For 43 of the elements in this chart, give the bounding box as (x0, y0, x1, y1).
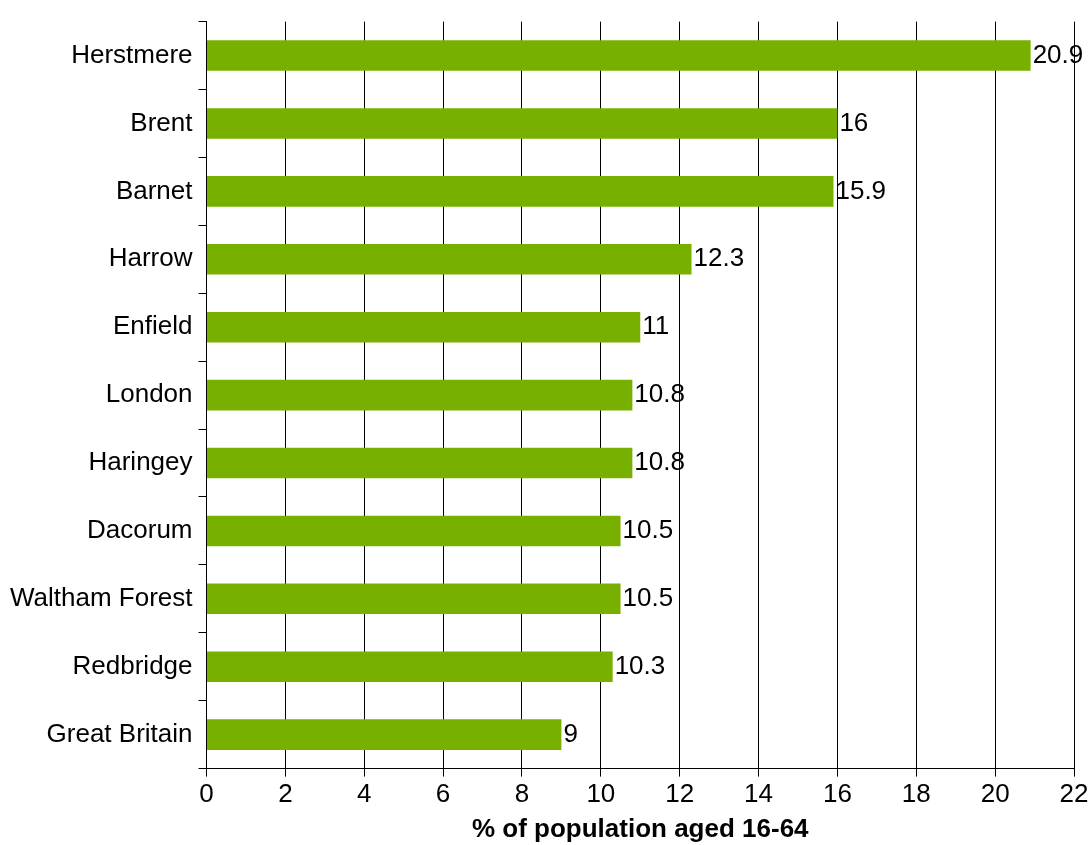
x-tick-label: 20 (980, 778, 1010, 809)
y-tick-label: Haringey (88, 446, 193, 477)
bar (207, 719, 562, 750)
bar (207, 108, 838, 139)
x-tick-label: 12 (665, 778, 695, 809)
bar (207, 583, 621, 615)
y-tick-label: London (105, 378, 193, 409)
x-tick-label: 14 (744, 778, 774, 809)
bar (207, 244, 692, 275)
bar (207, 651, 613, 683)
x-tick-label: 6 (435, 778, 451, 809)
bar (207, 379, 633, 411)
x-tick-label: 18 (901, 778, 931, 809)
x-tick-label: 8 (514, 778, 530, 809)
data-label: 12.3 (693, 242, 745, 273)
x-tick-label: 10 (586, 778, 616, 809)
data-label: 15.9 (835, 174, 887, 205)
x-tick-label: 2 (278, 778, 293, 809)
bar (207, 311, 641, 343)
y-tick-label: Great Britain (46, 717, 193, 748)
x-tick-label: 22 (1059, 778, 1089, 809)
data-label: 10.5 (622, 582, 674, 612)
x-tick-label: 16 (822, 778, 852, 809)
x-axis-title: % of population aged 16-64 (471, 812, 810, 843)
data-label: 11 (642, 310, 670, 341)
bar (207, 176, 834, 207)
bar (207, 515, 621, 547)
y-tick-label: Herstmere (71, 38, 193, 69)
y-tick-label: Waltham Forest (9, 582, 194, 612)
y-tick-label: Harrow (108, 242, 193, 273)
y-tick-label: Brent (130, 106, 194, 137)
y-tick-label: Enfield (113, 310, 193, 341)
y-tick-label: Redbridge (72, 649, 193, 680)
data-label: 10.5 (622, 514, 674, 545)
y-tick-label: Barnet (115, 174, 194, 205)
bar (207, 447, 633, 479)
y-tick-label: Dacorum (87, 514, 193, 545)
data-label: 9 (563, 717, 578, 748)
x-tick-label: 0 (199, 778, 214, 809)
data-label: 10.3 (614, 649, 666, 680)
data-label: 16 (839, 106, 869, 137)
x-tick-label: 4 (357, 778, 372, 809)
bar (207, 40, 1031, 71)
